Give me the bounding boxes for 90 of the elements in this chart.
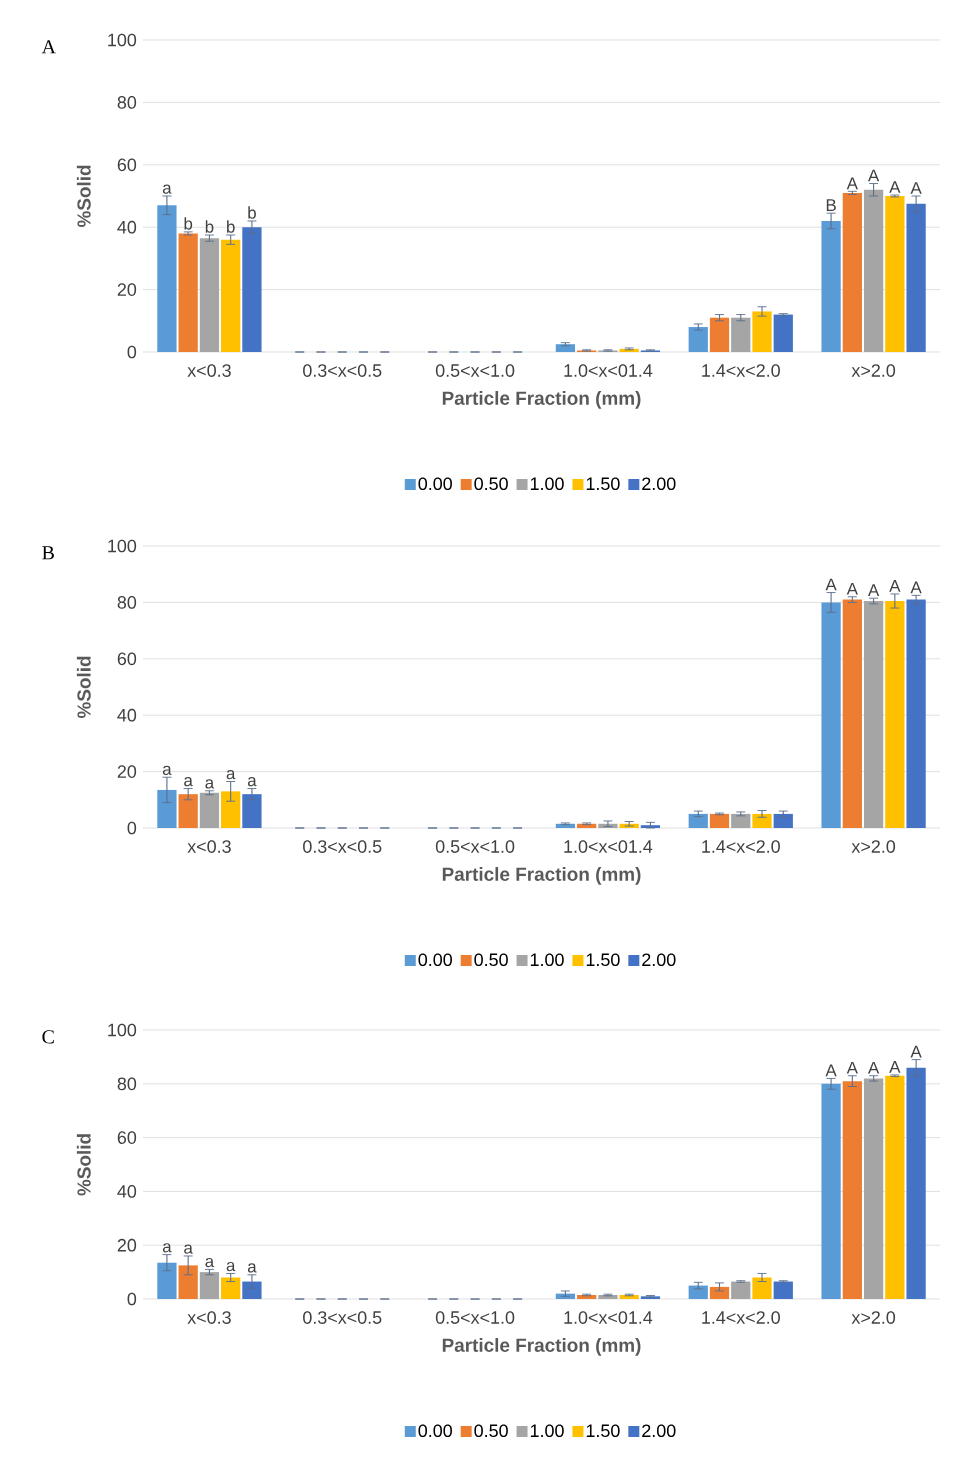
y-tick-label: 0 <box>127 345 137 359</box>
x-tick-label: x<0.3 <box>187 840 231 853</box>
x-tick-label: 1.0<x<01.4 <box>564 1311 653 1324</box>
y-tick-label: 60 <box>117 1131 137 1144</box>
data-label: A <box>846 582 858 595</box>
data-label: a <box>184 777 193 787</box>
legend-label: 2.00 <box>642 953 676 967</box>
data-label: A <box>889 181 901 193</box>
data-label: A <box>910 1045 922 1058</box>
x-tick-label: 1.0<x<01.4 <box>564 840 653 853</box>
data-label: a <box>162 1243 172 1253</box>
legend-label: 2.00 <box>642 477 676 491</box>
data-label: A <box>825 1064 837 1077</box>
data-label: a <box>247 777 257 787</box>
data-label: a <box>247 1263 257 1273</box>
data-label: A <box>825 578 837 591</box>
x-tick-label: 0.3<x<0.5 <box>303 1311 382 1324</box>
x-tick-label: x<0.3 <box>187 364 231 377</box>
legend-label: 1.00 <box>530 1424 564 1438</box>
legend-label: 0.50 <box>474 477 508 491</box>
y-axis-title: %Solid <box>76 165 91 228</box>
y-tick-label: 80 <box>117 596 137 609</box>
legend-label: 0.00 <box>418 477 452 491</box>
data-label: A <box>846 177 858 190</box>
legend-label: 0.50 <box>474 953 508 967</box>
legend-label: 1.00 <box>530 477 564 491</box>
data-label: A <box>846 1061 858 1074</box>
legend-label: 0.00 <box>418 1424 452 1438</box>
data-label: b <box>248 206 256 219</box>
legend-label: 2.00 <box>642 1424 676 1438</box>
data-label: A <box>889 580 901 592</box>
y-tick-label: 40 <box>117 1185 137 1198</box>
data-label: a <box>226 1261 236 1272</box>
chart-title: B <box>42 546 54 560</box>
data-label: a <box>162 184 172 194</box>
x-axis-title: Particle Fraction (mm) <box>442 1338 641 1356</box>
data-label: b <box>184 217 193 230</box>
legend-label: 1.50 <box>586 953 620 967</box>
y-tick-label: 60 <box>117 652 137 666</box>
data-label: a <box>184 1244 193 1254</box>
x-axis-title: Particle Fraction (mm) <box>442 867 641 885</box>
x-tick-label: 0.5<x<1.0 <box>435 1311 515 1324</box>
x-tick-label: 1.4<x<2.0 <box>702 364 780 377</box>
y-tick-label: 40 <box>117 708 137 722</box>
legend-label: 1.50 <box>586 477 620 491</box>
x-tick-label: x>2.0 <box>851 1311 896 1324</box>
x-tick-label: 1.4<x<2.0 <box>702 840 780 853</box>
y-tick-label: 0 <box>127 1292 137 1306</box>
data-label: A <box>867 169 880 182</box>
y-axis-title: %Solid <box>76 656 91 719</box>
y-tick-label: 0 <box>127 821 137 835</box>
data-label: b <box>205 220 214 233</box>
x-tick-label: 0.5<x<1.0 <box>435 840 515 853</box>
data-label: a <box>162 765 172 776</box>
chart-title: A <box>41 40 56 54</box>
y-tick-label: 40 <box>117 220 137 234</box>
data-label: a <box>205 779 215 789</box>
chart-title: C <box>42 1030 54 1044</box>
y-tick-label: 100 <box>108 1023 137 1037</box>
data-label: A <box>867 1061 880 1074</box>
y-tick-label: 80 <box>117 1077 137 1091</box>
y-tick-label: 60 <box>117 158 137 172</box>
data-label: B <box>826 199 836 211</box>
legend-label: 0.00 <box>418 953 452 967</box>
data-label: b <box>227 220 235 233</box>
x-tick-label: x>2.0 <box>851 840 896 853</box>
data-label: A <box>889 1061 901 1073</box>
x-tick-label: x>2.0 <box>851 364 896 377</box>
data-label: A <box>910 182 922 194</box>
y-tick-label: 20 <box>117 1238 137 1252</box>
y-tick-label: 100 <box>108 33 137 47</box>
x-tick-label: 0.3<x<0.5 <box>303 364 382 377</box>
legend-label: 1.50 <box>586 1424 620 1438</box>
x-tick-label: x<0.3 <box>187 1311 231 1324</box>
y-tick-label: 100 <box>108 539 137 553</box>
x-tick-label: 1.0<x<01.4 <box>564 364 653 377</box>
x-axis-title: Particle Fraction (mm) <box>442 391 641 409</box>
data-label: a <box>226 770 236 780</box>
data-label: a <box>205 1257 215 1268</box>
y-tick-label: 80 <box>117 96 137 109</box>
data-label: A <box>910 581 922 594</box>
x-tick-label: 0.3<x<0.5 <box>303 840 382 853</box>
x-tick-label: 0.5<x<1.0 <box>435 364 515 377</box>
y-axis-title: %Solid <box>76 1134 91 1196</box>
data-label: A <box>867 584 880 596</box>
legend-label: 1.00 <box>530 953 564 967</box>
x-tick-label: 1.4<x<2.0 <box>702 1311 780 1324</box>
legend-label: 0.50 <box>474 1424 508 1438</box>
y-tick-label: 20 <box>117 765 137 778</box>
y-tick-label: 20 <box>117 283 137 296</box>
